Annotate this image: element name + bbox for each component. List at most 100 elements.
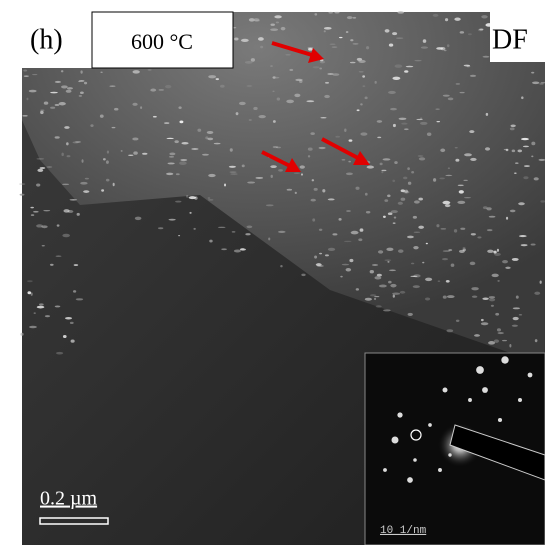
speckle [133,151,138,154]
speckle [234,37,238,40]
speckle [394,161,397,164]
speckle [346,268,351,272]
speckle [73,290,76,293]
speckle [325,254,329,256]
speckle [375,81,377,84]
speckle [253,107,257,110]
mode-label: DF [492,24,528,55]
speckle [445,204,450,207]
speckle [253,18,259,21]
speckle [79,95,82,97]
speckle [349,139,353,141]
speckle [273,120,276,123]
speckle [338,218,341,221]
speckle [109,85,115,87]
speckle [372,264,378,266]
speckle [247,225,253,228]
speckle [489,216,496,218]
speckle [468,33,472,35]
speckle [436,224,439,227]
speckle [317,265,324,267]
speckle [404,70,408,73]
speckle [459,190,464,194]
speckle [236,112,239,115]
speckle [406,66,414,68]
speckle [460,31,464,34]
speckle [245,233,250,235]
inset: 10 1/nm [365,353,545,545]
speckle [454,18,460,21]
speckle [166,173,173,175]
speckle [132,103,137,106]
speckle [239,102,246,105]
speckle [497,280,499,282]
speckle [178,106,181,109]
speckle [62,184,69,186]
speckle [339,37,343,38]
speckle [214,143,221,145]
speckle [516,296,519,299]
speckle [377,274,382,277]
spot [518,398,522,402]
speckle [374,276,381,279]
speckle [539,159,545,161]
speckle [153,116,157,118]
speckle [407,167,410,170]
speckle [312,218,315,221]
speckle [413,246,418,249]
speckle [518,202,525,205]
speckle [455,159,459,162]
speckle [479,29,483,31]
speckle [512,150,516,153]
speckle [168,163,175,165]
speckle [455,147,458,148]
speckle [427,133,431,136]
speckle [319,253,322,255]
speckle [392,293,400,295]
speckle [218,227,226,228]
speckle [61,85,68,88]
speckle [346,172,353,175]
speckle [324,95,330,98]
speckle [164,122,169,124]
speckle [285,54,291,56]
speckle [367,166,374,169]
speckle [383,309,391,311]
speckle [392,77,400,80]
speckle [30,207,34,209]
speckle [442,258,448,260]
speckle [241,39,249,42]
speckle [70,199,78,201]
speckle [19,183,25,185]
speckle [388,281,392,284]
speckle [39,303,44,305]
speckle [61,70,63,72]
speckle [220,85,225,88]
speckle [202,154,209,156]
speckle [278,169,283,171]
speckle [443,95,450,97]
speckle [308,155,310,157]
speckle [494,253,501,256]
speckle [301,274,305,276]
speckle [113,183,115,186]
speckle [387,261,389,262]
speckle [446,280,450,283]
speckle [521,96,523,99]
speckle [370,294,376,296]
speckle [418,155,424,157]
speckle [230,148,233,151]
speckle [20,194,25,196]
speckle [328,248,335,251]
speckle [353,43,359,44]
speckle [260,46,263,49]
spot [528,373,533,378]
speckle [486,207,491,210]
speckle [27,291,31,294]
speckle [445,175,452,176]
speckle [44,102,48,105]
speckle [106,179,110,182]
figure: (h) 600 °C DF 0.2 µm 10 1/nm [0,0,545,545]
spot [383,468,387,472]
speckle [491,305,494,307]
